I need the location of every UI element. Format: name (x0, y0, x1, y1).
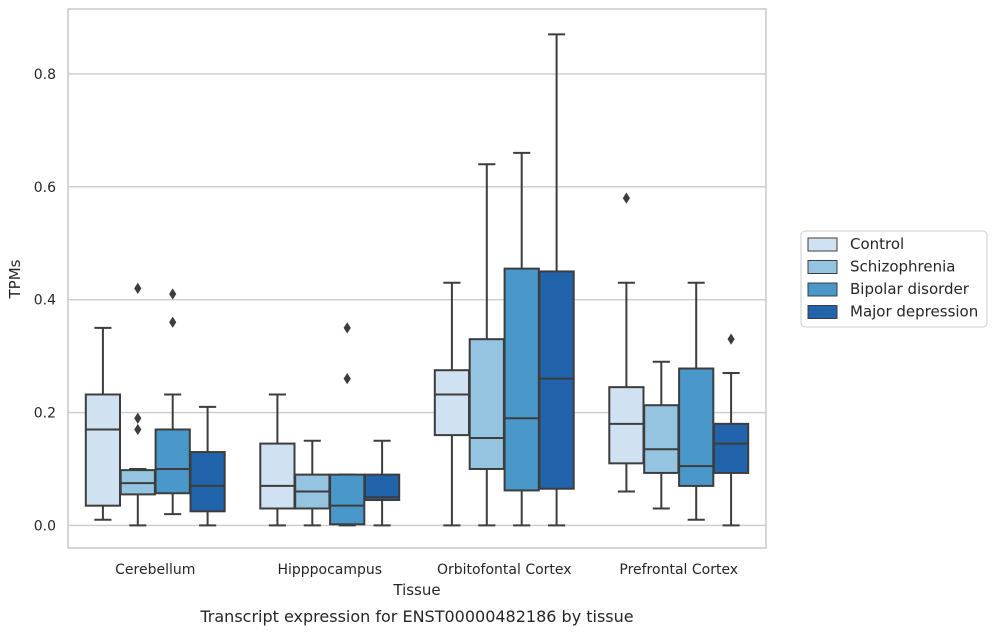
iqr-box (433, 369, 471, 437)
legend-frame (800, 230, 988, 328)
legend-label: Control (850, 235, 904, 253)
outlier-point (169, 316, 177, 328)
iqr-box (678, 367, 715, 487)
box-schizophrenia (643, 360, 680, 510)
box-schizophrenia (468, 163, 505, 527)
outlier-point (134, 282, 142, 295)
y-tick-label: 0.6 (34, 180, 56, 196)
iqr-box (329, 473, 366, 526)
box-schizophrenia (294, 439, 331, 527)
box-major-depression (363, 439, 401, 527)
legend-swatch (807, 237, 838, 252)
iqr-box (154, 428, 191, 495)
outlier-point (727, 333, 735, 345)
iqr-box (538, 270, 575, 490)
iqr-box (712, 422, 750, 474)
legend-swatch (807, 305, 838, 319)
box-control (608, 192, 645, 493)
legend-label: Bipolar disorder (850, 280, 970, 298)
iqr-box (608, 386, 645, 465)
box-bipolar-disorder (154, 288, 191, 516)
iqr-box (643, 404, 680, 474)
iqr-box (363, 473, 401, 502)
box-plots (84, 33, 750, 527)
chart-caption: Transcript expression for ENST0000048218… (199, 607, 633, 626)
y-tick-label: 0.4 (34, 293, 56, 309)
x-tick-label: Cerebellum (115, 562, 195, 578)
x-tick-label: Hipppocampus (277, 562, 382, 578)
legend: Control Schizophrenia Bipolar disorder Majo… (800, 230, 988, 328)
iqr-box (503, 267, 540, 492)
box-schizophrenia (119, 282, 156, 527)
outlier-point (169, 288, 177, 300)
x-tick-labels: Cerebellum Hipppocampus Orbitofontal Corte… (115, 562, 738, 578)
outlier-point (134, 423, 142, 436)
box-bipolar-disorder (329, 322, 366, 527)
iqr-box (189, 451, 226, 513)
box-control (433, 281, 471, 527)
box-major-depression (712, 333, 750, 527)
x-tick-label: Prefrontal Cortex (619, 562, 738, 578)
box-bipolar-disorder (503, 151, 540, 527)
y-tick-label: 0.0 (34, 518, 56, 534)
iqr-box (468, 338, 505, 470)
y-tick-label: 0.8 (34, 67, 56, 83)
box-major-depression (189, 405, 226, 527)
legend-swatch (807, 282, 838, 297)
y-tick-label: 0.2 (34, 406, 56, 422)
legend-label: Schizophrenia (850, 258, 955, 276)
plot-frame (67, 8, 767, 549)
y-tick-labels: 0.0 0.2 0.4 0.6 0.8 (34, 67, 56, 535)
outlier-point (343, 322, 351, 334)
y-axis-title: TPMs (6, 259, 24, 299)
legend-swatch (807, 260, 838, 274)
box-major-depression (538, 33, 575, 527)
outlier-point (134, 412, 142, 424)
x-axis-title: Tissue (392, 581, 440, 599)
legend-label: Major depression (850, 303, 978, 321)
box-bipolar-disorder (678, 281, 715, 521)
outlier-point (622, 192, 630, 204)
iqr-box (259, 442, 296, 510)
iqr-box (84, 393, 122, 507)
x-tick-label: Orbitofontal Cortex (437, 562, 572, 578)
outlier-point (343, 373, 351, 385)
box-control (84, 326, 122, 521)
box-control (259, 393, 296, 527)
